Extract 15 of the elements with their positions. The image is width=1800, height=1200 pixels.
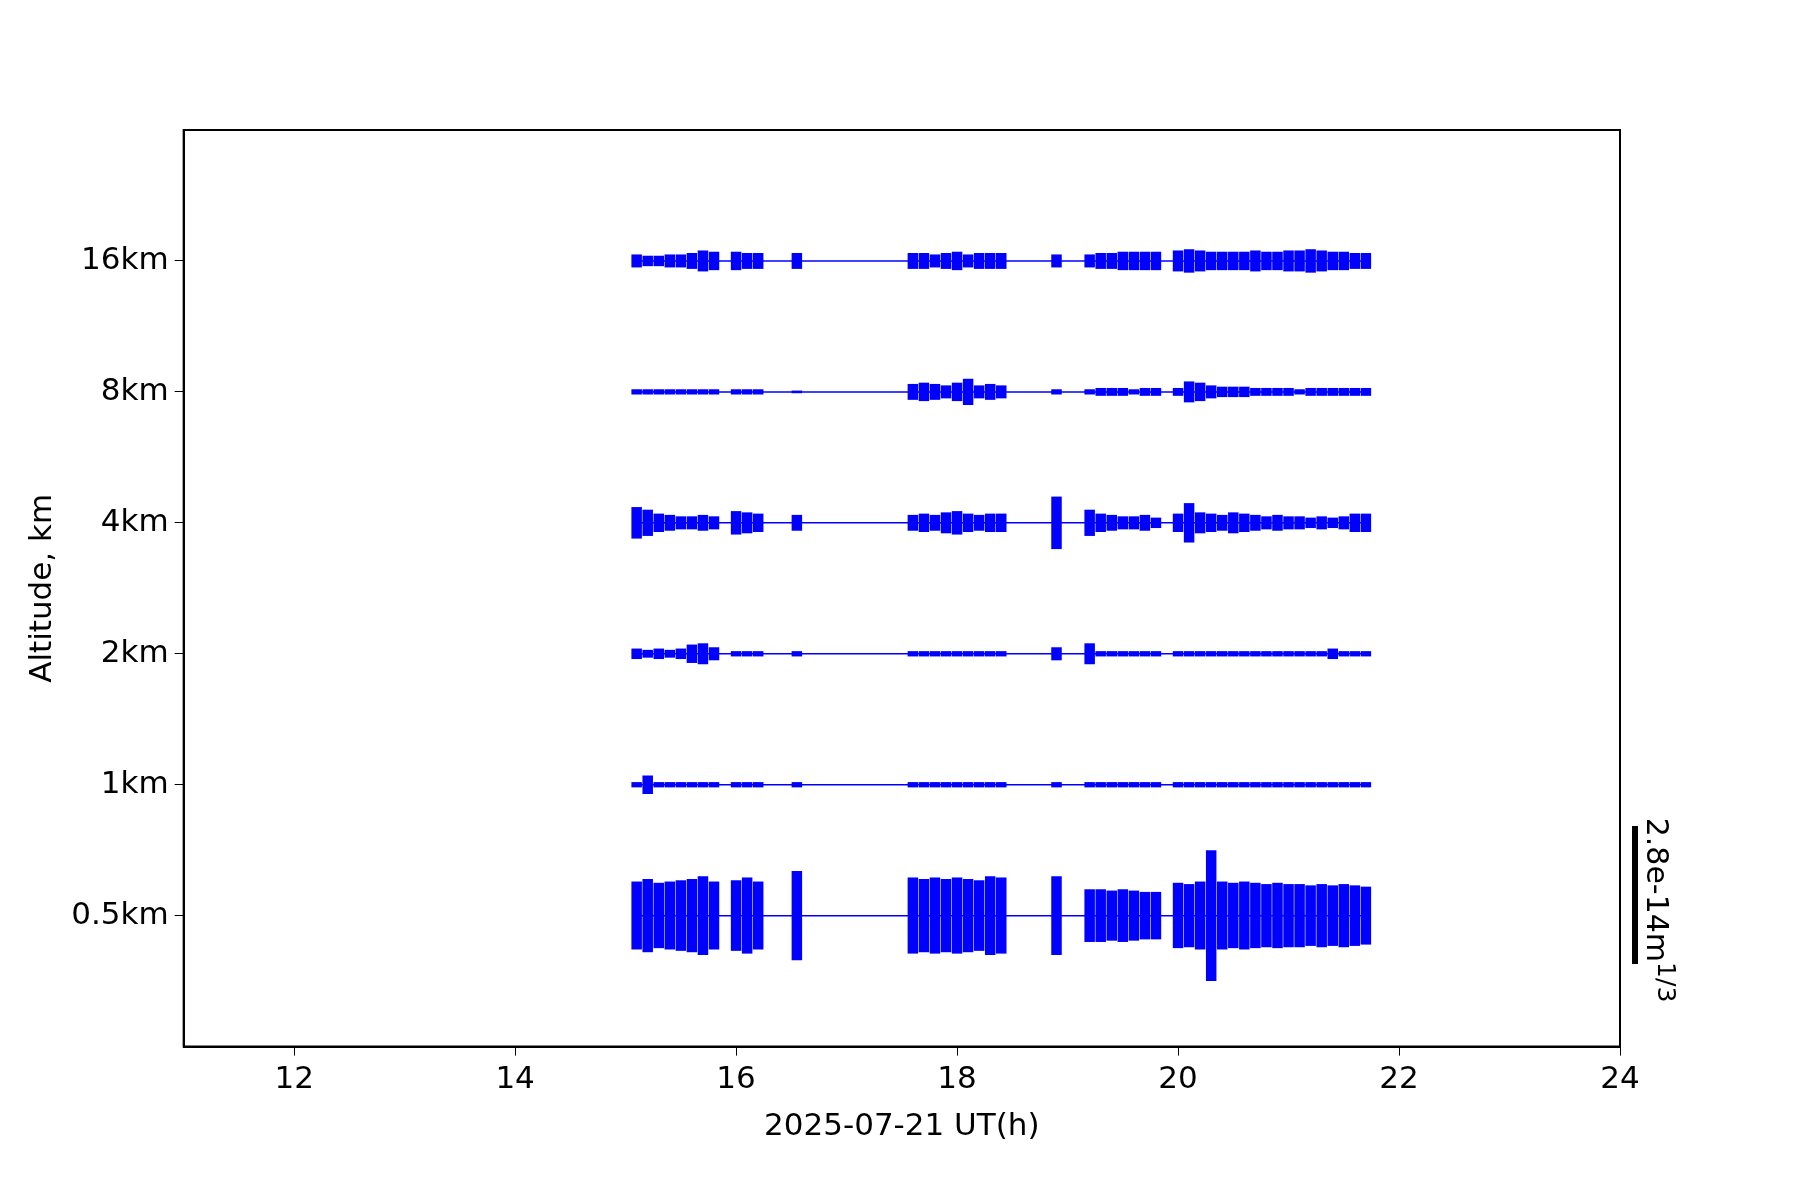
x-axis-title: 2025-07-21 UT(h) — [764, 1106, 1040, 1143]
x-tick-label: 18 — [937, 1059, 977, 1096]
y-tick-label: 0.5km — [71, 894, 169, 931]
x-tick-label: 12 — [274, 1059, 314, 1096]
y-tick-label: 1km — [100, 763, 169, 800]
y-axis-title: Altitude, km — [21, 493, 58, 683]
y-tick-label: 16km — [81, 239, 169, 276]
x-tick-label: 16 — [716, 1059, 756, 1096]
x-tick-label: 20 — [1158, 1059, 1198, 1096]
x-tick-label: 24 — [1600, 1059, 1640, 1096]
x-tick-label: 22 — [1379, 1059, 1419, 1096]
x-tick-label: 14 — [495, 1059, 535, 1096]
y-tick-label: 2km — [100, 632, 169, 669]
y-tick-label: 8km — [100, 370, 169, 407]
y-tick-label: 4km — [100, 501, 169, 538]
